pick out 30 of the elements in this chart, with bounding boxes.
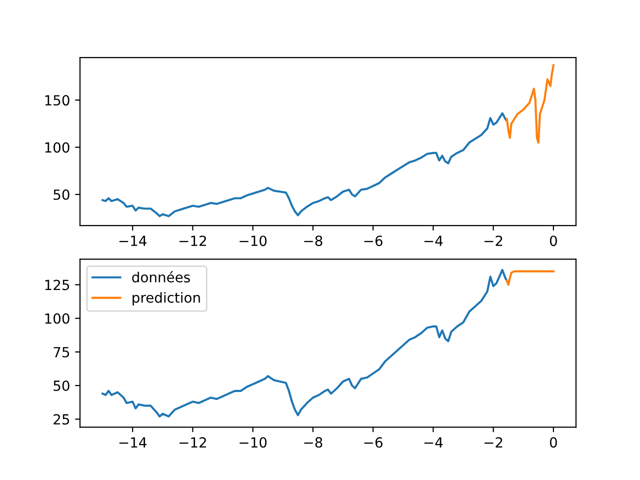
- y-tick-label: 50: [54, 380, 70, 392]
- x-tick-label: −14: [119, 437, 146, 448]
- line-series: [102, 112, 508, 218]
- x-tick-label: −8: [304, 437, 322, 448]
- x-tick-label: −2: [484, 437, 502, 448]
- y-tick-label: 150: [45, 95, 70, 106]
- x-tick-label: 0: [550, 236, 557, 246]
- x-tick-label: −4: [424, 437, 443, 448]
- y-tick-label: 75: [54, 347, 70, 358]
- line-series: [506, 270, 554, 286]
- x-tick-label: −6: [364, 236, 382, 246]
- x-tick-label: −14: [119, 236, 146, 246]
- x-tick-label: 0: [550, 437, 557, 448]
- x-tick-label: −2: [484, 236, 502, 246]
- line-series: [102, 268, 508, 418]
- x-tick-label: −12: [180, 236, 206, 246]
- line-series: [506, 64, 554, 144]
- x-tick-label: −6: [364, 437, 382, 448]
- legend-label: données: [132, 271, 190, 282]
- x-tick-label: −10: [240, 437, 267, 448]
- y-tick-label: 100: [45, 313, 70, 324]
- y-tick-label: 125: [45, 280, 70, 290]
- y-tick-label: 100: [45, 142, 70, 153]
- x-tick-label: −8: [304, 236, 322, 246]
- legend-label: prediction: [132, 292, 200, 306]
- x-tick-label: −10: [240, 236, 267, 246]
- y-tick-label: 25: [54, 414, 70, 425]
- x-tick-label: −12: [180, 437, 206, 448]
- x-tick-label: −4: [424, 236, 443, 246]
- y-tick-label: 50: [54, 189, 70, 200]
